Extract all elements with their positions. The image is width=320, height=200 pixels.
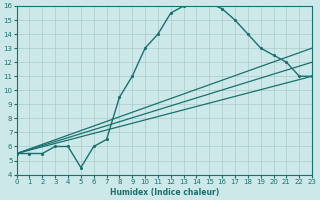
X-axis label: Humidex (Indice chaleur): Humidex (Indice chaleur): [110, 188, 219, 197]
